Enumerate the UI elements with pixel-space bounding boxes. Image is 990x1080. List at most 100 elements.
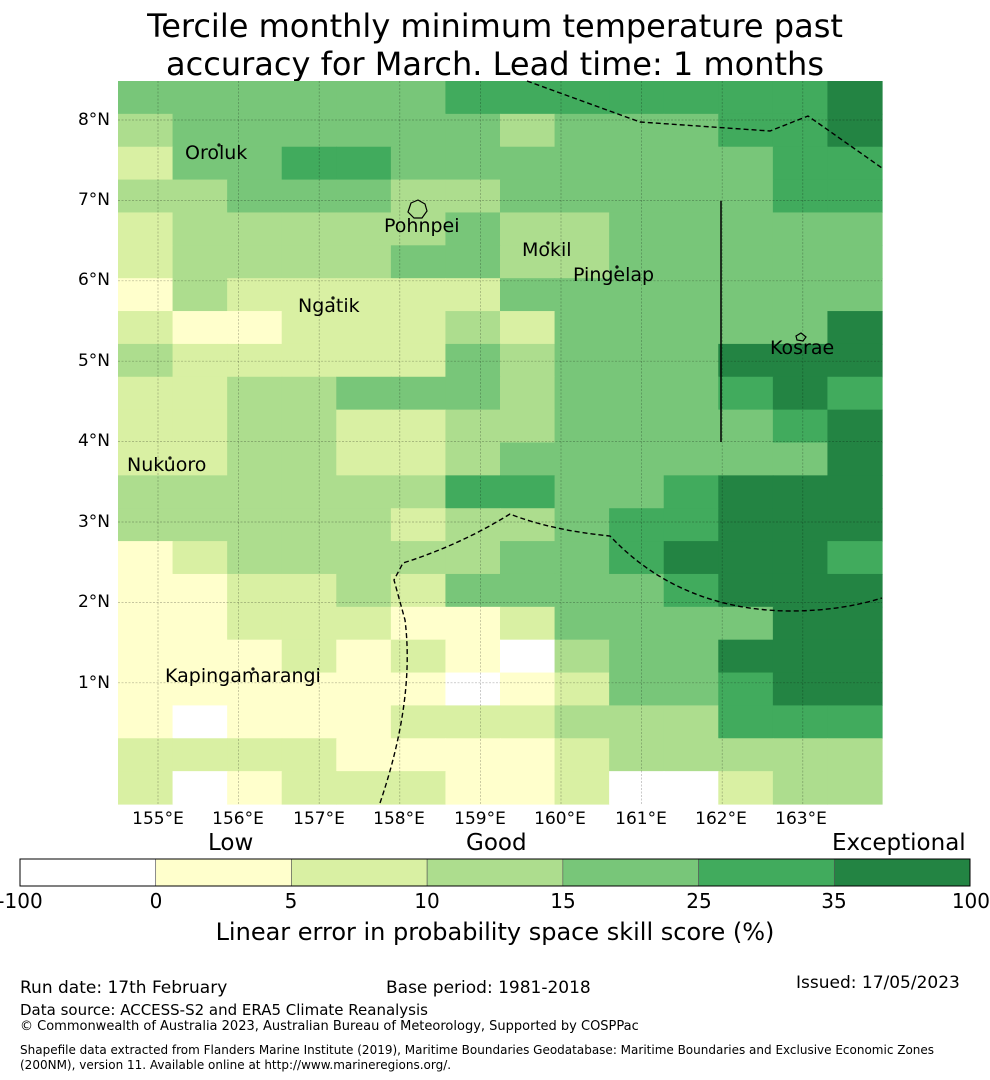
oroluk-atoll xyxy=(217,143,221,147)
grid-cell xyxy=(172,672,228,707)
grid-cell xyxy=(772,508,829,542)
grid-cell xyxy=(336,475,392,509)
grid-cell xyxy=(336,573,392,608)
grid-cell xyxy=(500,376,556,411)
grid-cell xyxy=(554,606,610,641)
grid-cell xyxy=(336,409,392,444)
lat-label-8n: 8°N xyxy=(77,110,110,130)
grid-cell xyxy=(445,442,501,476)
lat-label-1n: 1°N xyxy=(77,673,110,693)
grid-cell xyxy=(554,771,610,805)
grid-cell xyxy=(227,311,283,345)
place-label-pohnpei: Pohnpei xyxy=(384,215,460,237)
grid-cell xyxy=(336,113,392,148)
grid-cell xyxy=(445,179,501,214)
skill-grid xyxy=(118,81,883,805)
grid-cell xyxy=(227,278,283,312)
map-gridlines xyxy=(118,81,882,804)
grid-cell xyxy=(500,212,556,246)
grid-cell xyxy=(227,376,283,411)
grid-cell xyxy=(663,442,719,476)
grid-cell xyxy=(772,705,829,739)
lat-label-7n: 7°N xyxy=(77,190,110,210)
grid-cell xyxy=(118,705,174,739)
grid-cell xyxy=(227,541,283,575)
grid-cell xyxy=(227,343,283,378)
grid-cell xyxy=(663,738,719,772)
colorbar-title: Linear error in probability space skill … xyxy=(215,918,775,946)
grid-cell xyxy=(663,639,719,674)
grid-cell xyxy=(390,639,447,674)
colorbar-tick-35: 35 xyxy=(821,889,847,913)
place-label-ngatik: Ngatik xyxy=(298,295,360,317)
grid-cell xyxy=(663,245,719,279)
grid-cell xyxy=(390,81,447,115)
grid-cell xyxy=(718,343,774,378)
grid-cell xyxy=(118,212,174,246)
grid-cell xyxy=(118,541,174,575)
grid-cell xyxy=(445,376,501,411)
grid-cell xyxy=(390,738,447,772)
grid-cell xyxy=(118,343,174,378)
chart-title-line-2: accuracy for March. Lead time: 1 months xyxy=(166,45,824,83)
colorbar-segment xyxy=(833,858,971,887)
grid-cell xyxy=(227,442,283,476)
grid-cell xyxy=(827,146,883,181)
grid-cell xyxy=(772,442,829,476)
grid-cell xyxy=(554,245,610,279)
grid-cell xyxy=(772,475,829,509)
grid-cell xyxy=(554,278,610,312)
grid-cell xyxy=(500,179,556,214)
grid-cell xyxy=(718,409,774,444)
grid-cell xyxy=(663,475,719,509)
colorbar-tick-15: 15 xyxy=(550,889,576,913)
grid-cell xyxy=(500,606,556,641)
grid-cell xyxy=(390,771,447,805)
grid-cell xyxy=(663,212,719,246)
grid-cell xyxy=(281,573,337,608)
grid-cell xyxy=(118,146,174,181)
grid-cell xyxy=(609,278,665,312)
grid-cell xyxy=(827,508,883,542)
grid-cell xyxy=(336,639,392,674)
grid-cell xyxy=(281,606,337,641)
grid-cell xyxy=(609,639,665,674)
grid-cell xyxy=(390,113,447,148)
grid-cell xyxy=(281,311,337,345)
grid-cell xyxy=(772,146,829,181)
grid-cell xyxy=(827,573,883,608)
grid-cell xyxy=(827,212,883,246)
grid-cell xyxy=(118,606,174,641)
grid-cell xyxy=(772,738,829,772)
grid-cell xyxy=(227,606,283,641)
grid-cell xyxy=(554,639,610,674)
grid-cell xyxy=(172,376,228,411)
grid-cell xyxy=(772,409,829,444)
grid-cell xyxy=(445,606,501,641)
grid-cell xyxy=(554,475,610,509)
grid-cell xyxy=(663,343,719,378)
grid-cell xyxy=(336,212,392,246)
grid-cell xyxy=(718,245,774,279)
grid-cell xyxy=(118,376,174,411)
grid-cell xyxy=(390,573,447,608)
grid-cell xyxy=(336,442,392,476)
grid-cell xyxy=(390,442,447,476)
grid-cell xyxy=(554,442,610,476)
grid-cell xyxy=(445,541,501,575)
grid-cell xyxy=(445,113,501,148)
grid-cell xyxy=(118,738,174,772)
grid-cell xyxy=(554,541,610,575)
grid-cell xyxy=(118,672,174,707)
colorbar-category-good: Good xyxy=(466,830,527,856)
grid-cell xyxy=(772,311,829,345)
grid-cell xyxy=(445,343,501,378)
grid-cell xyxy=(281,771,337,805)
grid-cell xyxy=(609,606,665,641)
lon-label-158e: 158°E xyxy=(373,809,425,829)
grid-cell xyxy=(772,179,829,214)
lon-label-159e: 159°E xyxy=(454,809,506,829)
grid-cell xyxy=(118,113,174,148)
grid-cell xyxy=(772,639,829,674)
grid-cell xyxy=(827,81,883,115)
